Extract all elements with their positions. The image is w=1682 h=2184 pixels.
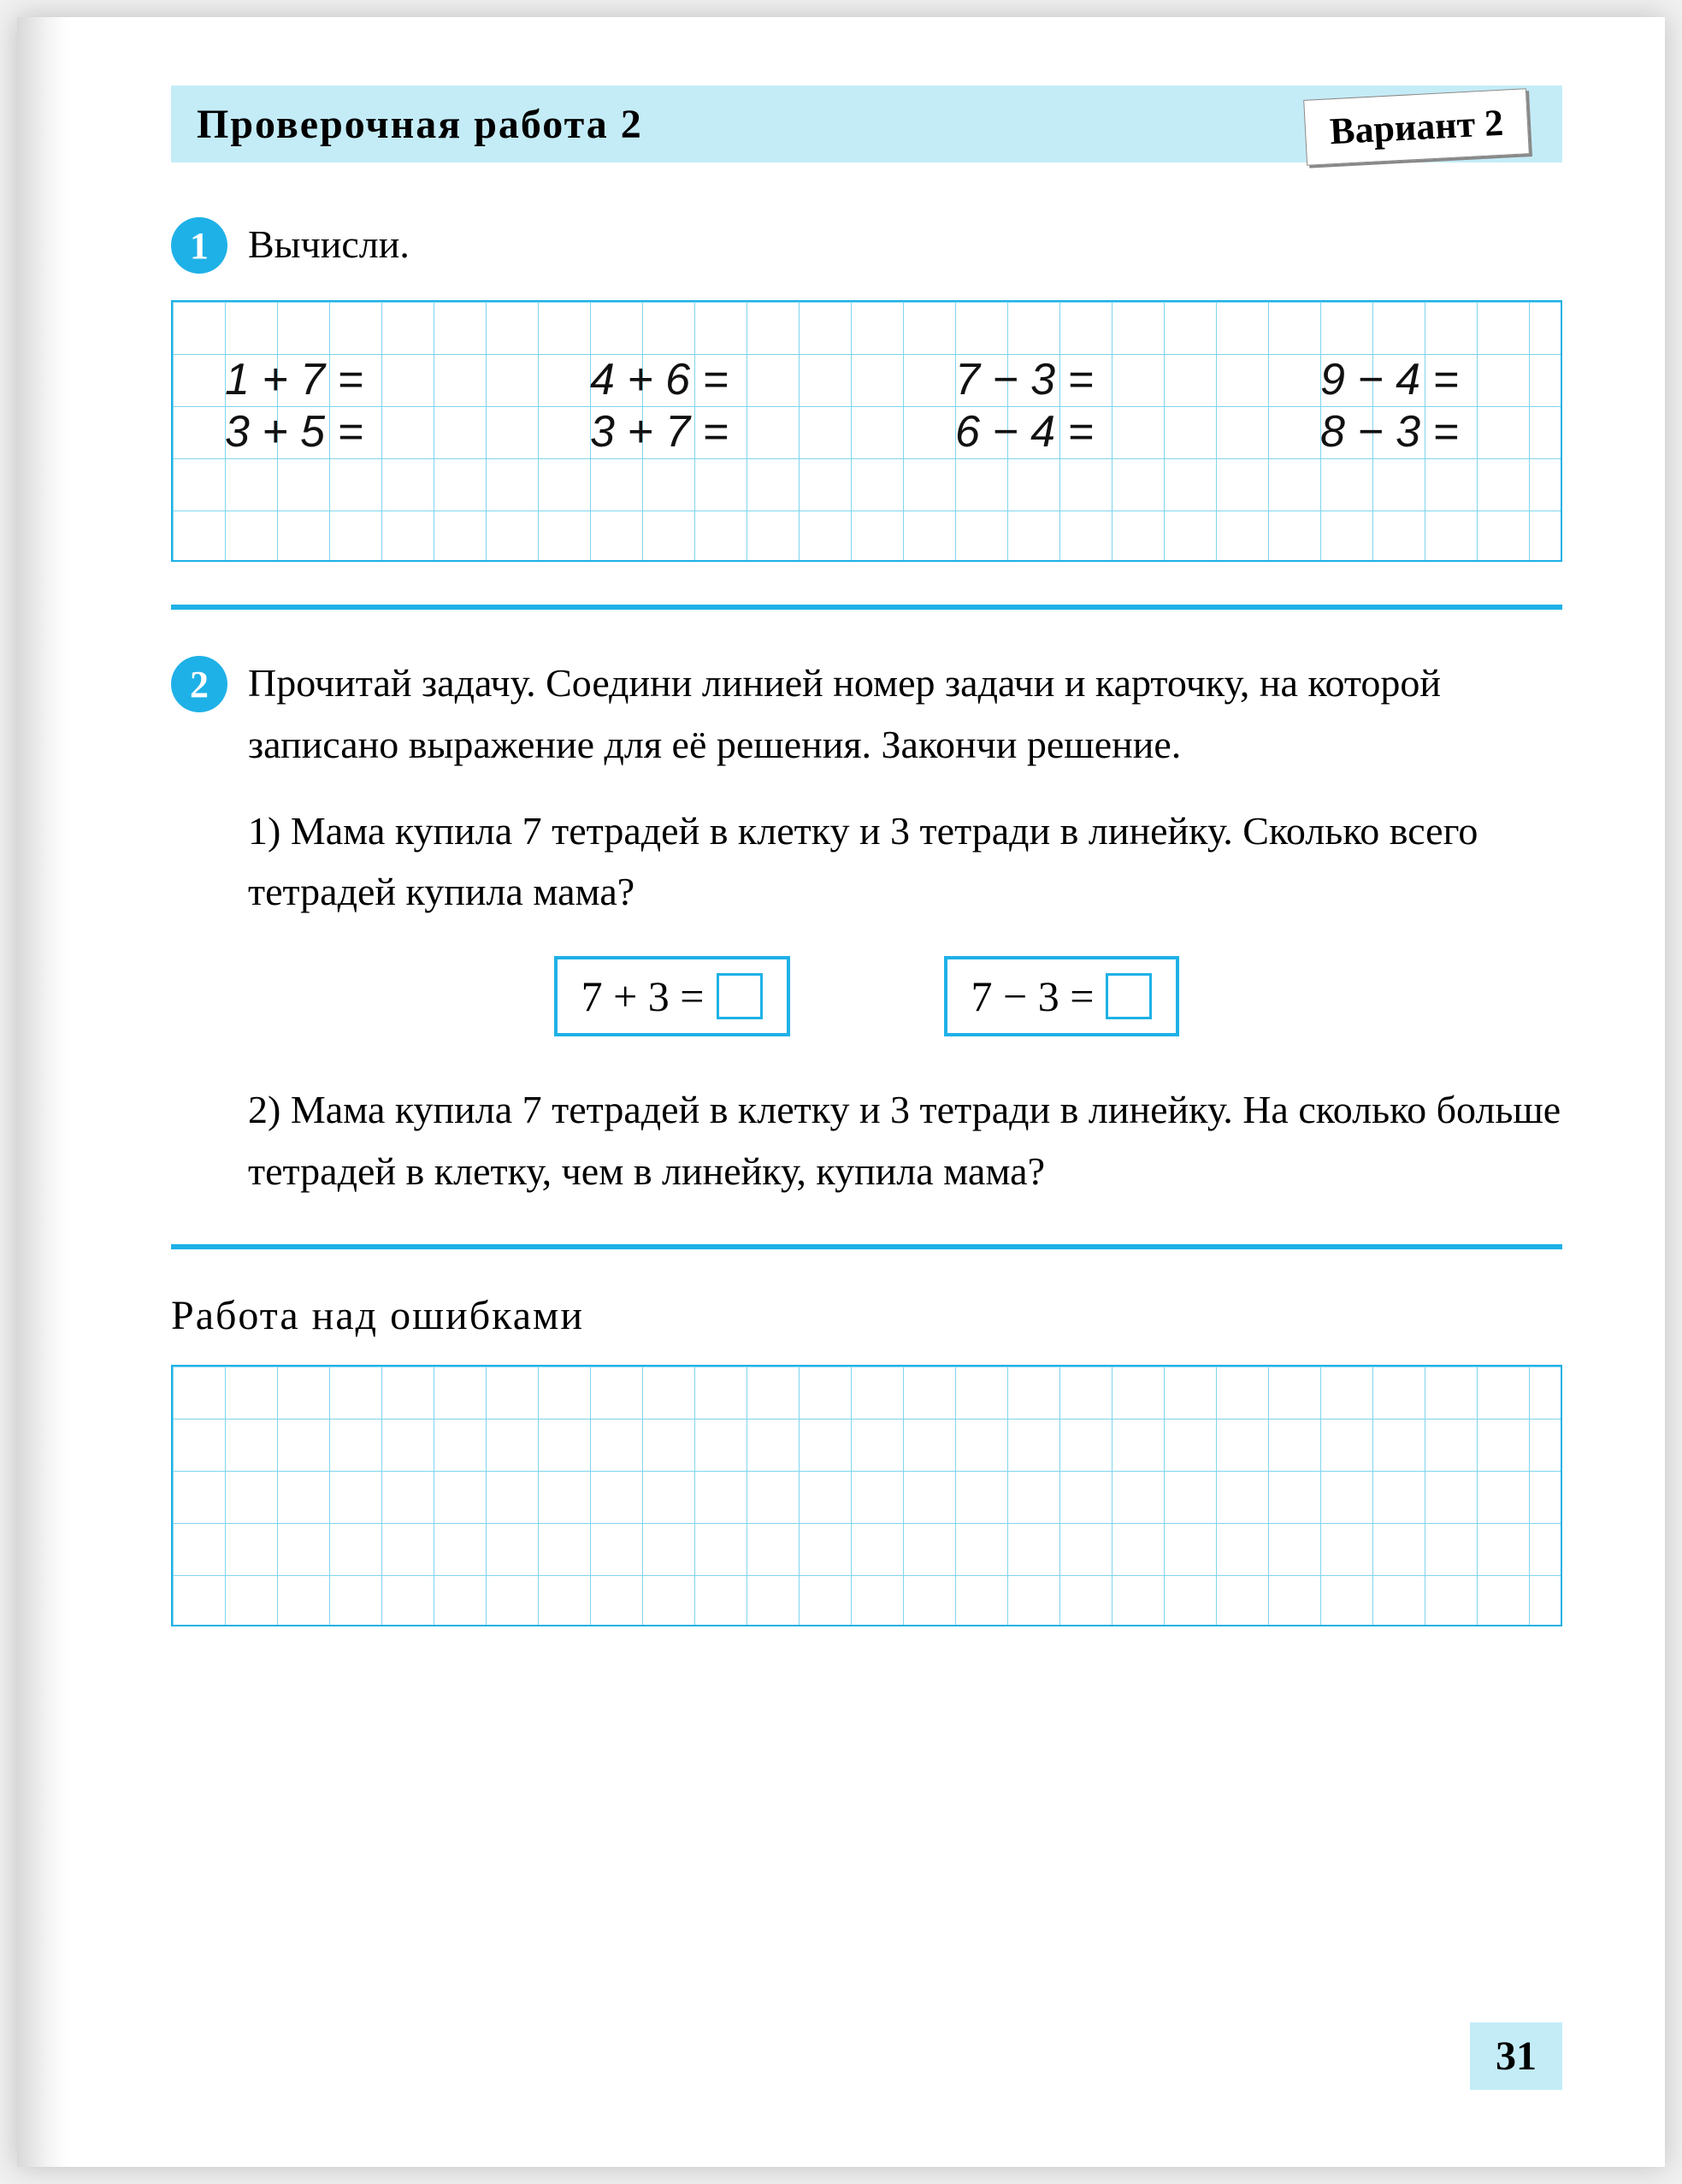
subtask-2: 2) Мама купила 7 тетрадей в клетку и 3 т…	[248, 1079, 1562, 1201]
expression: 6 − 4 =	[955, 406, 1094, 457]
subtask-1: 1) Мама купила 7 тетрадей в клетку и 3 т…	[248, 800, 1562, 923]
page-number-badge: 31	[1470, 2022, 1562, 2090]
expression: 9 − 4 =	[1320, 354, 1459, 405]
subtask-1-label: 1)	[248, 809, 280, 853]
section-divider	[171, 1244, 1562, 1249]
expression: 1 + 7 =	[225, 354, 363, 405]
task-1-head: 1 Вычисли.	[171, 214, 1562, 274]
task-2: 2 Прочитай задачу. Соедини линией номер …	[171, 652, 1562, 1201]
expression: 3 + 7 =	[590, 406, 729, 457]
equation-card-left[interactable]: 7 + 3 =	[554, 956, 790, 1036]
errors-grid[interactable]	[171, 1365, 1562, 1626]
task-1: 1 Вычисли. 1 + 7 = 4 + 6 = 7 − 3 = 9 − 4…	[171, 214, 1562, 562]
task-2-head: 2 Прочитай задачу. Соедини линией номер …	[171, 652, 1562, 775]
subtask-1-text: Мама купила 7 тетрадей в клетку и 3 тетр…	[248, 809, 1478, 913]
grid-row-1: 1 + 7 = 4 + 6 = 7 − 3 = 9 − 4 =	[173, 354, 1561, 406]
answer-box-icon[interactable]	[717, 973, 763, 1019]
task-number-badge: 2	[171, 656, 227, 712]
task-number-badge: 1	[171, 217, 227, 274]
worksheet-page: Проверочная работа 2 Вариант 2 1 Вычисли…	[17, 17, 1665, 2167]
subtask-2-label: 2)	[248, 1088, 280, 1131]
grid-row-2: 3 + 5 = 3 + 7 = 6 − 4 = 8 − 3 =	[173, 406, 1561, 458]
expression: 8 − 3 =	[1320, 406, 1459, 457]
subtask-2-text: Мама купила 7 тетрадей в клетку и 3 тетр…	[248, 1088, 1561, 1192]
expression: 4 + 6 =	[590, 354, 729, 405]
task-1-grid[interactable]: 1 + 7 = 4 + 6 = 7 − 3 = 9 − 4 = 3 + 5 = …	[171, 300, 1562, 562]
errors-section-title: Работа над ошибками	[171, 1292, 1562, 1339]
answer-box-icon[interactable]	[1106, 973, 1152, 1019]
equation-cards-row: 7 + 3 = 7 − 3 =	[171, 956, 1562, 1036]
section-divider	[171, 605, 1562, 610]
equation-card-right[interactable]: 7 − 3 =	[944, 956, 1180, 1036]
expression: 7 − 3 =	[955, 354, 1094, 405]
task-1-prompt: Вычисли.	[248, 214, 410, 274]
task-2-prompt: Прочитай задачу. Соедини линией номер за…	[248, 652, 1562, 775]
expression: 3 + 5 =	[225, 406, 363, 457]
equation-text: 7 + 3 =	[581, 971, 705, 1021]
page-spine-shadow	[17, 17, 68, 2167]
equation-text: 7 − 3 =	[971, 971, 1095, 1021]
header-bar: Проверочная работа 2 Вариант 2	[171, 86, 1562, 162]
variant-badge: Вариант 2	[1303, 88, 1530, 166]
worksheet-title: Проверочная работа 2	[197, 101, 643, 148]
